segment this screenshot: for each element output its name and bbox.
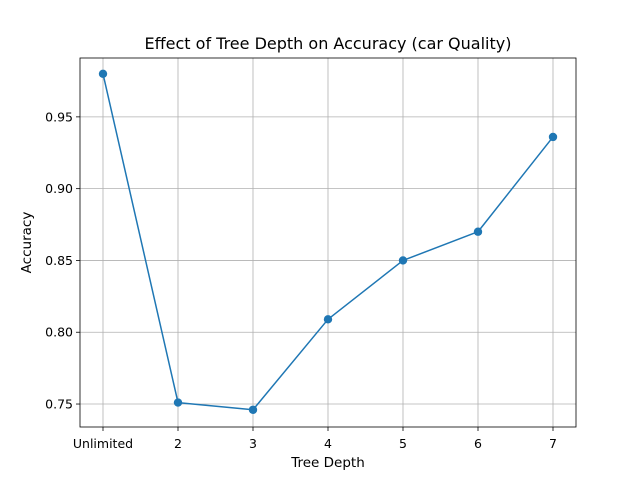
x-tick-label: 6 <box>474 436 482 451</box>
axis-ticks: Unlimited 2 3 4 5 6 7 0.75 0.80 0.85 0.90 0.95 <box>45 109 557 451</box>
data-point <box>173 398 183 407</box>
data-point <box>323 315 333 324</box>
data-point <box>548 132 558 142</box>
x-tick-label: 2 <box>174 436 182 451</box>
y-axis-label: Accuracy <box>19 212 35 274</box>
x-tick-label: Unlimited <box>73 436 133 451</box>
series-layer <box>98 69 558 414</box>
data-point <box>398 256 408 265</box>
chart-title: Effect of Tree Depth on Accuracy (car Qu… <box>145 34 512 53</box>
y-tick-label: 0.95 <box>45 109 73 124</box>
y-tick-label: 0.80 <box>45 325 73 340</box>
x-tick-label: 3 <box>249 436 257 451</box>
x-tick-label: 4 <box>324 436 332 451</box>
y-tick-label: 0.75 <box>45 397 73 412</box>
data-point <box>248 405 258 414</box>
data-point <box>473 227 483 236</box>
y-tick-label: 0.90 <box>45 181 73 196</box>
y-tick-label: 0.85 <box>45 253 73 268</box>
x-tick-label: 7 <box>549 436 557 451</box>
data-point <box>98 69 108 78</box>
x-axis-label: Tree Depth <box>290 455 365 471</box>
grid <box>80 58 576 427</box>
x-tick-label: 5 <box>399 436 407 451</box>
